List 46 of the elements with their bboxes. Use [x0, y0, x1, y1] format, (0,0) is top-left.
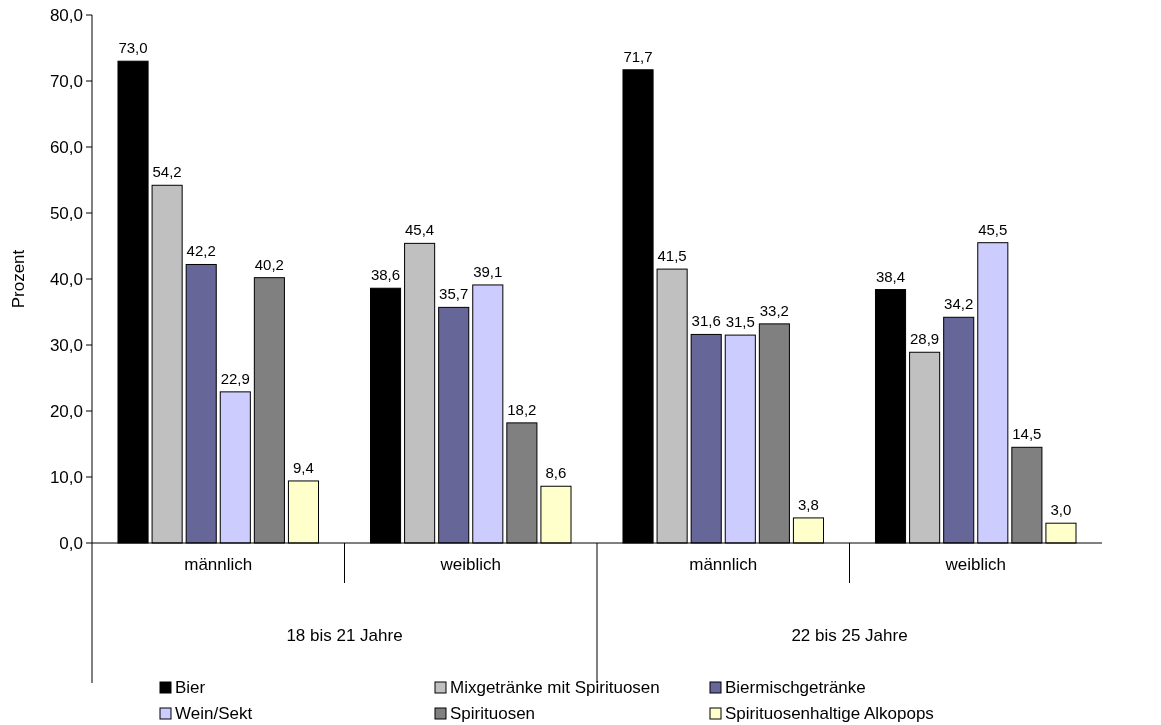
data-label: 3,0	[1050, 501, 1072, 519]
data-label: 9,4	[293, 458, 314, 476]
legend-label: Mixgetränke mit Spirituosen	[450, 678, 660, 697]
y-tick-label: 60,0	[49, 137, 83, 157]
data-label: 33,2	[759, 301, 789, 319]
data-label: 38,4	[875, 267, 906, 285]
data-label: 39,1	[473, 262, 503, 280]
legend-label: Wein/Sekt	[175, 704, 253, 723]
y-tick-label: 0,0	[59, 533, 83, 553]
data-label: 34,2	[944, 295, 974, 313]
data-label: 3,8	[798, 495, 819, 513]
data-label: 45,5	[978, 220, 1008, 238]
legend-label: Bier	[175, 678, 206, 697]
x-tick-label: männlich	[689, 555, 758, 574]
data-label: 40,2	[254, 255, 284, 273]
y-tick-label: 40,0	[49, 269, 83, 289]
y-tick-label: 20,0	[49, 401, 83, 421]
data-label: 42,2	[186, 242, 216, 260]
data-label: 45,4	[405, 221, 435, 239]
y-tick-label: 70,0	[49, 71, 83, 91]
data-label: 14,5	[1012, 425, 1042, 443]
x-tick-label: weiblich	[439, 555, 501, 574]
text: 22 bis 25 Jahre	[791, 626, 908, 645]
x-tick-label: männlich	[184, 555, 253, 574]
text: 18 bis 21 Jahre	[286, 626, 403, 645]
data-label: 41,5	[657, 247, 687, 265]
data-label: 18,2	[507, 400, 537, 418]
y-axis-title: Prozent	[9, 249, 28, 309]
legend-label: Spirituosenhaltige Alkopops	[725, 704, 934, 723]
y-tick-label: 30,0	[49, 335, 83, 355]
data-label: 28,9	[910, 330, 940, 348]
data-label: 8,6	[545, 464, 567, 482]
data-label: 71,7	[623, 47, 653, 65]
legend-label: Spirituosen	[450, 704, 536, 723]
data-label: 73,0	[118, 39, 148, 57]
data-label: 35,7	[439, 285, 469, 303]
x-tick-label: weiblich	[944, 555, 1006, 574]
data-label: 22,9	[220, 369, 250, 387]
data-label: 38,6	[370, 266, 401, 284]
data-label: 31,5	[725, 313, 755, 331]
data-label: 31,6	[691, 312, 721, 330]
y-tick-label: 10,0	[49, 467, 83, 487]
y-tick-label: 80,0	[49, 5, 83, 25]
legend-label: Biermischgetränke	[725, 678, 866, 697]
data-label: 54,2	[152, 163, 182, 181]
y-tick-label: 50,0	[49, 203, 83, 223]
